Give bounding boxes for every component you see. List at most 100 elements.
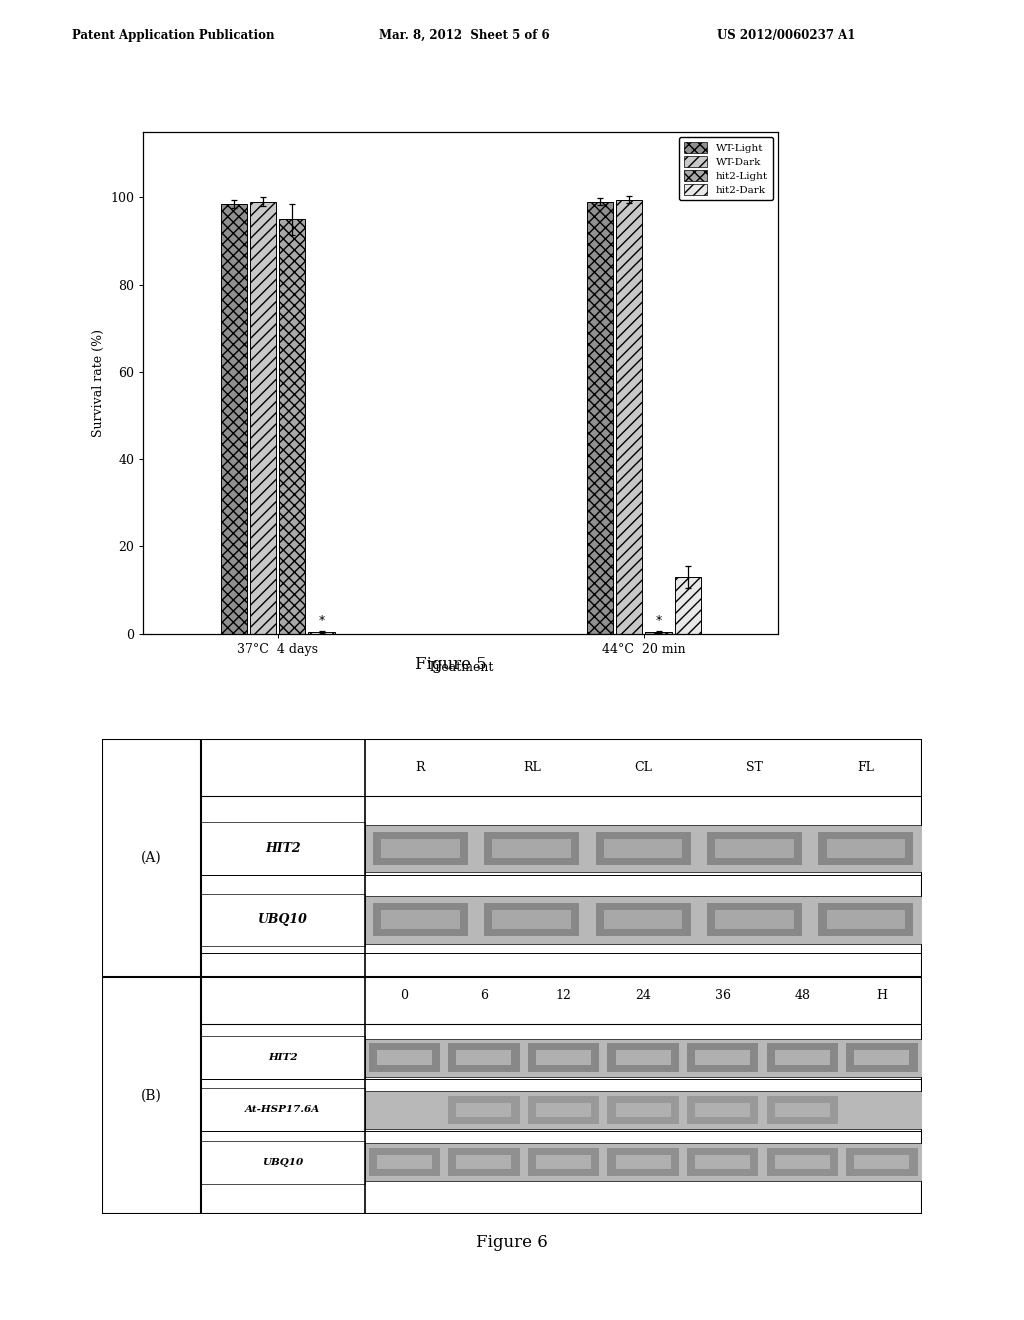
Text: At-HSP17.6A: At-HSP17.6A [245,1105,321,1114]
Text: 36: 36 [715,989,731,1002]
Bar [687,1096,759,1125]
Bar [365,825,922,873]
Bar [596,832,690,865]
Bar [767,1096,838,1125]
Bar [767,1043,838,1072]
Bar [484,903,580,936]
Text: US 2012/0060237 A1: US 2012/0060237 A1 [717,29,855,42]
Bar [457,1102,511,1117]
Bar [484,832,580,865]
Bar [854,1155,909,1170]
Bar [775,1102,829,1117]
Text: 0: 0 [400,989,409,1002]
Bar [449,1096,519,1125]
Bar [201,894,365,946]
Bar [775,1155,829,1170]
Bar [493,840,571,858]
Bar [854,1051,909,1065]
Bar [449,1043,519,1072]
Bar [365,1039,922,1077]
Bar [377,1155,432,1170]
Text: UBQ10: UBQ10 [258,913,307,927]
Bar [587,202,613,634]
Bar [536,1155,591,1170]
Bar [457,1051,511,1065]
Bar [220,205,247,634]
Bar [365,896,922,944]
Bar [846,1148,918,1176]
Bar [527,1096,599,1125]
Bar [767,1148,838,1176]
Text: UBQ10: UBQ10 [262,1158,303,1167]
X-axis label: Treatment: Treatment [428,661,494,675]
Legend: WT-Light, WT-Dark, hit2-Light, hit2-Dark: WT-Light, WT-Dark, hit2-Light, hit2-Dark [679,137,773,201]
Bar [607,1148,679,1176]
Text: 12: 12 [556,989,571,1002]
Text: *: * [318,614,325,627]
Bar [707,832,802,865]
Bar [280,219,305,634]
Bar [616,199,642,634]
Bar [707,903,802,936]
Bar [715,911,794,929]
Text: Figure 5: Figure 5 [415,656,486,673]
Bar [604,911,682,929]
Bar [250,202,276,634]
Bar [536,1102,591,1117]
Bar [687,1148,759,1176]
Bar [201,1089,365,1131]
Text: HIT2: HIT2 [265,842,300,855]
Bar [596,903,690,936]
Text: Figure 6: Figure 6 [476,1234,548,1251]
Bar [687,1043,759,1072]
Bar [201,822,365,875]
Text: *: * [655,614,662,627]
Bar [695,1051,751,1065]
Bar [201,1036,365,1078]
Bar [536,1051,591,1065]
Bar [377,1051,432,1065]
Bar [675,577,701,634]
Bar [373,832,468,865]
Bar [381,911,460,929]
Bar [615,1155,671,1170]
Bar [607,1096,679,1125]
Bar [369,1043,440,1072]
Bar [715,840,794,858]
Text: ST: ST [746,762,763,775]
Text: Patent Application Publication: Patent Application Publication [72,29,274,42]
Bar [615,1102,671,1117]
Bar [615,1051,671,1065]
Text: (B): (B) [141,1089,162,1102]
Bar [826,911,905,929]
Bar [775,1051,829,1065]
Bar [373,903,468,936]
Text: FL: FL [857,762,874,775]
Bar [493,911,571,929]
Bar [365,1143,922,1181]
Bar [604,840,682,858]
Text: CL: CL [634,762,652,775]
Text: RL: RL [523,762,541,775]
Bar [818,832,913,865]
Bar [457,1155,511,1170]
Bar [369,1148,440,1176]
Text: 6: 6 [480,989,487,1002]
Text: Mar. 8, 2012  Sheet 5 of 6: Mar. 8, 2012 Sheet 5 of 6 [379,29,550,42]
Text: HIT2: HIT2 [268,1053,297,1063]
Bar [607,1043,679,1072]
Bar [846,1043,918,1072]
Text: R: R [416,762,425,775]
Bar [695,1155,751,1170]
Text: 48: 48 [795,989,810,1002]
Text: H: H [877,989,888,1002]
Bar [826,840,905,858]
Text: (A): (A) [141,851,162,865]
Bar [527,1043,599,1072]
Bar [201,1140,365,1184]
Bar [527,1148,599,1176]
Bar [365,1090,922,1129]
Bar [695,1102,751,1117]
Bar [381,840,460,858]
Y-axis label: Survival rate (%): Survival rate (%) [92,329,104,437]
